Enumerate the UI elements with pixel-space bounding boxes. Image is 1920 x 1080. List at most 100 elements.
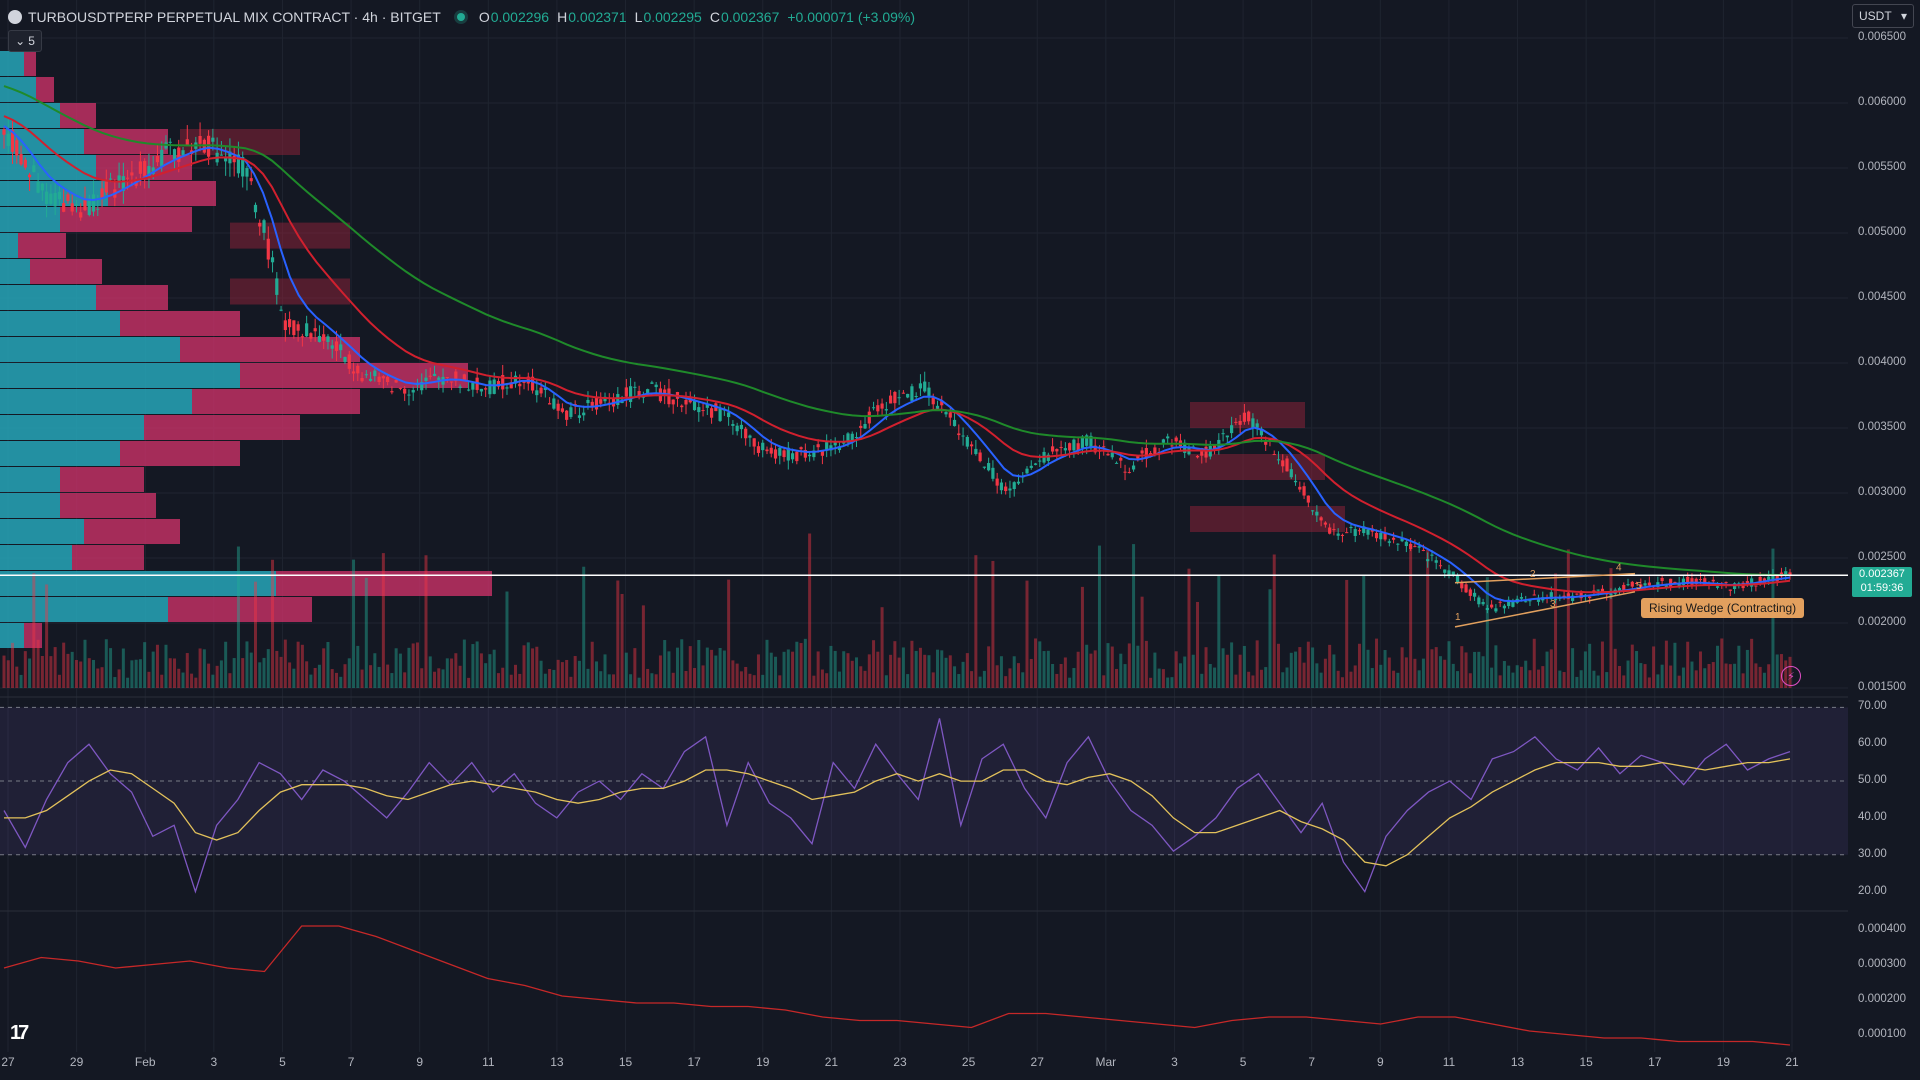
candle-body	[10, 130, 15, 152]
lightning-icon[interactable]: ⚡	[1781, 666, 1801, 686]
candle-body	[1136, 455, 1140, 459]
candle-body	[1579, 591, 1583, 599]
indicator-line	[3, 925, 1791, 1046]
volume-bar	[1281, 672, 1285, 688]
volume-bar	[1677, 675, 1681, 688]
volume-bar	[1745, 649, 1749, 688]
volume-bar	[778, 675, 782, 688]
current-price: 0.002367	[1859, 568, 1905, 580]
volume-bar	[1366, 649, 1370, 688]
candle-body	[790, 453, 795, 460]
candle-body	[394, 379, 398, 383]
volume-bar	[629, 674, 633, 688]
volume-bar	[1460, 646, 1464, 688]
candle-body	[692, 399, 697, 411]
volume-bar	[1191, 654, 1195, 688]
candle-body	[330, 345, 334, 349]
time-tick-label: 9	[1376, 1055, 1384, 1069]
candle-body	[906, 393, 910, 398]
volume-bar	[2, 655, 6, 688]
symbol-title[interactable]: TURBOUSDTPERP PERPETUAL MIX CONTRACT · 4…	[28, 9, 441, 25]
candle-body	[957, 433, 961, 436]
candle-body	[671, 399, 675, 405]
volume-bar	[445, 658, 449, 688]
candle-body	[1417, 546, 1421, 548]
volume-bar	[1213, 667, 1217, 688]
candle-body	[1481, 601, 1485, 605]
volume-bar	[1298, 647, 1302, 688]
candle-body	[1724, 581, 1728, 583]
volume-bar	[1639, 663, 1643, 688]
candle-body	[778, 447, 782, 456]
volume-bar	[49, 656, 53, 688]
pattern-label[interactable]: Rising Wedge (Contracting)	[1641, 598, 1805, 618]
candle-body	[1255, 423, 1259, 428]
time-tick-label: 29	[69, 1055, 84, 1069]
volume-bar	[774, 656, 778, 688]
volume-bar	[658, 655, 662, 688]
volume-bar	[79, 661, 83, 688]
volume-bar	[688, 646, 692, 688]
candle-body	[599, 399, 603, 404]
price-tick-label: 0.006000	[1858, 96, 1906, 108]
candle-body	[876, 405, 880, 412]
volume-profile-down	[30, 259, 102, 284]
volume-profile-down	[84, 129, 168, 154]
volume-profile-down	[144, 415, 300, 440]
time-tick-label: 5	[1239, 1055, 1247, 1069]
volume-bar	[501, 667, 505, 688]
volume-bar	[1323, 658, 1327, 688]
time-tick-label: 27	[1030, 1055, 1044, 1069]
volume-bar	[190, 673, 194, 688]
candle-body	[411, 390, 415, 393]
tradingview-logo-icon[interactable]: 17	[10, 1022, 29, 1044]
candle-body	[1596, 589, 1600, 591]
symbol-legend[interactable]: TURBOUSDTPERP PERPETUAL MIX CONTRACT · 4…	[8, 6, 923, 28]
candle-body	[1426, 559, 1430, 562]
ohlc-open-value: 0.002296	[490, 9, 550, 25]
volume-bar	[262, 657, 266, 688]
volume-bar	[1247, 671, 1251, 688]
indicators-toggle-button[interactable]: ⌄ 5	[8, 30, 42, 52]
volume-profile-up	[0, 337, 180, 362]
volume-bar	[820, 669, 824, 688]
price-tick-label: 0.005000	[1858, 226, 1906, 238]
candle-body	[1677, 582, 1681, 587]
candle-body	[1204, 446, 1208, 458]
volume-profile-down	[36, 77, 54, 102]
volume-bar	[671, 672, 675, 688]
candle-body	[752, 438, 756, 447]
candle-body	[616, 394, 620, 406]
candle-body	[91, 194, 96, 212]
volume-bar	[1345, 579, 1349, 688]
volume-bar	[394, 648, 398, 688]
candle-body	[1046, 454, 1050, 461]
volume-bars	[2, 533, 1792, 688]
candle-body	[138, 161, 143, 174]
volume-bar	[1579, 670, 1583, 688]
currency-select[interactable]: USDT ▾	[1852, 4, 1914, 28]
volume-bar	[1481, 656, 1485, 688]
candle-body	[560, 408, 564, 412]
supply-zone	[1190, 506, 1345, 532]
candle-body	[684, 399, 688, 405]
volume-bar	[543, 673, 547, 688]
volume-bar	[113, 677, 117, 688]
candle-body	[390, 391, 394, 393]
volume-profile-up	[0, 207, 60, 232]
volume-bar	[109, 648, 113, 688]
volume-bar	[999, 656, 1003, 688]
time-tick-label: 3	[1171, 1055, 1178, 1069]
volume-bar	[961, 661, 965, 688]
candle-body	[535, 390, 539, 396]
volume-bar	[837, 671, 841, 688]
candle-body	[1745, 581, 1749, 585]
ohlc-high-value: 0.002371	[568, 9, 627, 25]
volume-bar	[296, 641, 300, 688]
price-tick-label: 0.002000	[1858, 616, 1906, 628]
volume-bar	[1370, 668, 1374, 688]
volume-bar	[228, 673, 232, 688]
volume-bar	[1230, 642, 1234, 688]
candle-body	[1566, 593, 1570, 599]
